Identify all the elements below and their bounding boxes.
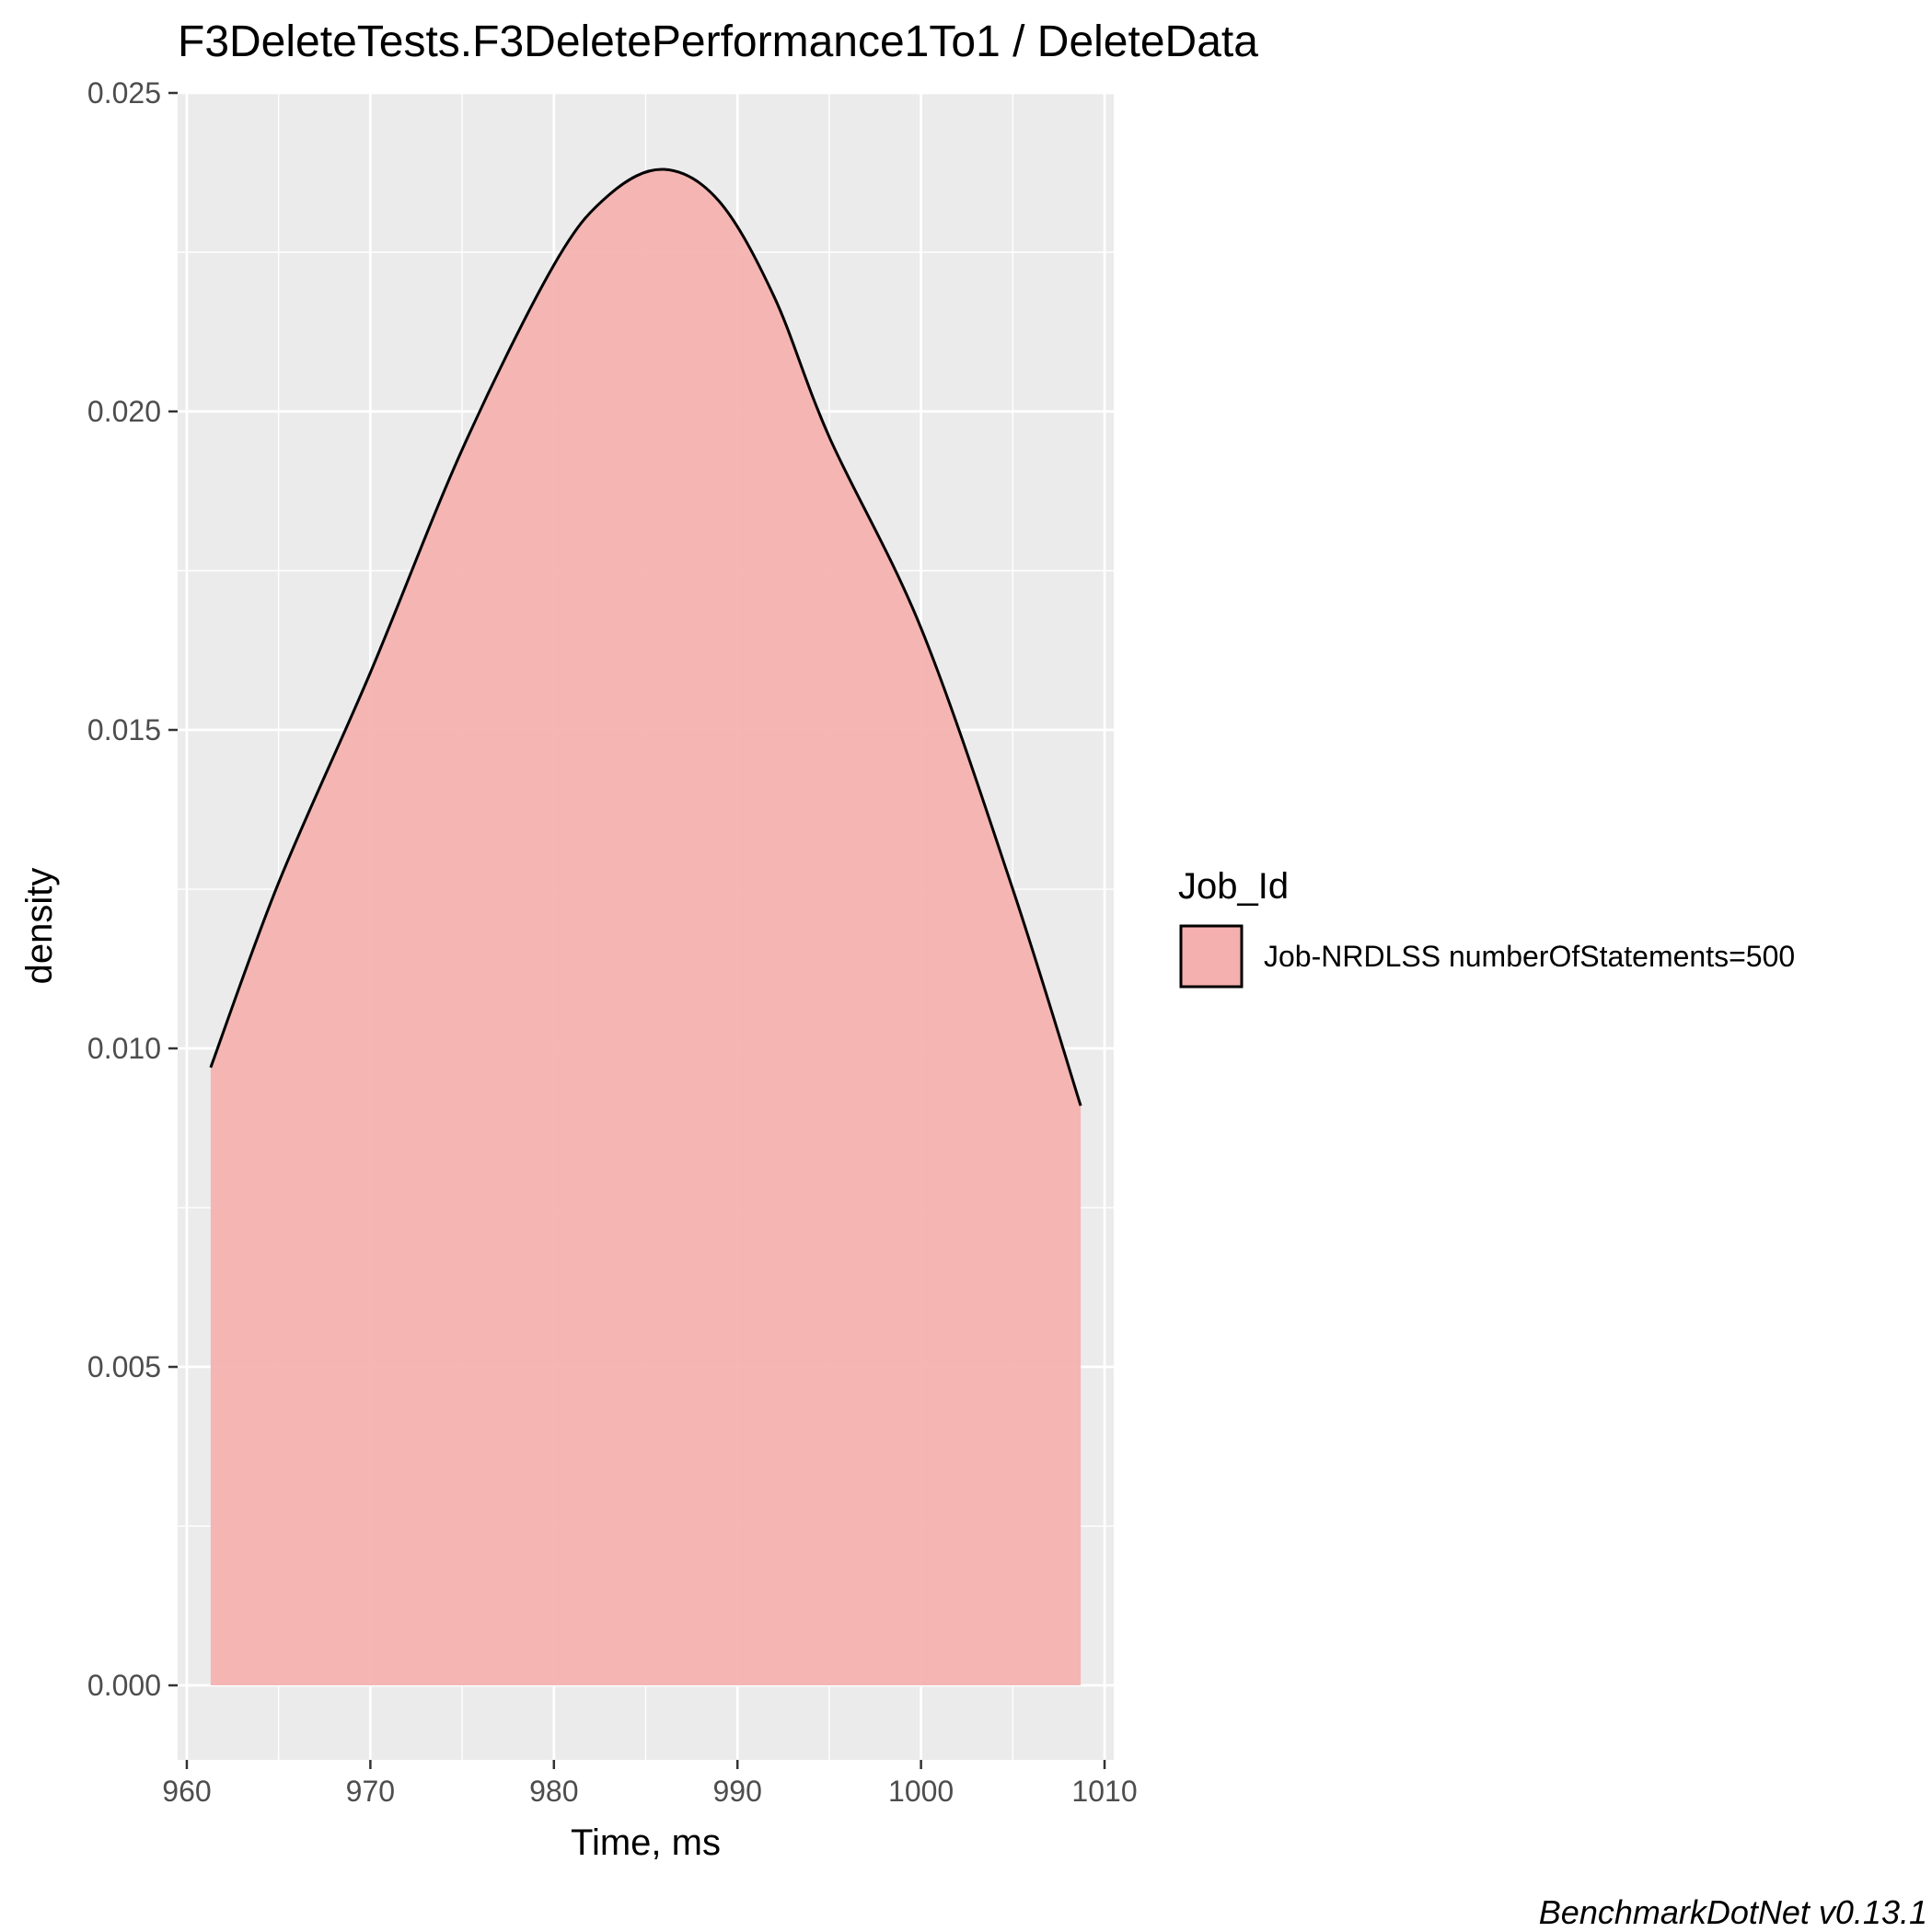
y-tick-label: 0.020 — [87, 395, 161, 428]
caption: BenchmarkDotNet v0.13.1 — [1539, 1893, 1927, 1931]
y-tick-label: 0.015 — [87, 713, 161, 746]
y-axis-title: density — [19, 868, 60, 985]
density-series — [209, 168, 1082, 1686]
density-line — [209, 168, 1082, 1106]
x-tick-label: 970 — [346, 1775, 395, 1808]
x-axis-title: Time, ms — [571, 1822, 721, 1863]
y-tick-label: 0.010 — [87, 1032, 161, 1065]
legend: Job_Id Job-NRDLSS numberOfStatements=500 — [1178, 866, 1795, 989]
x-tick-label: 960 — [162, 1775, 211, 1808]
x-tick-label: 980 — [529, 1775, 578, 1808]
y-tick-label: 0.000 — [87, 1669, 161, 1702]
legend-title: Job_Id — [1178, 866, 1289, 907]
chart-title: F3DeleteTests.F3DeletePerformance1To1 / … — [178, 17, 1258, 66]
x-axis: 960 970 980 990 1000 1010 — [162, 1760, 1138, 1808]
legend-key-swatch — [1179, 924, 1244, 989]
x-tick-label: 990 — [713, 1775, 762, 1808]
y-tick-label: 0.005 — [87, 1350, 161, 1383]
x-tick-label: 1010 — [1071, 1775, 1137, 1808]
y-tick-label: 0.025 — [87, 76, 161, 110]
x-tick-label: 1000 — [888, 1775, 954, 1808]
density-area — [210, 168, 1082, 1686]
y-axis: 0.000 0.005 0.010 0.015 0.020 0.025 — [87, 76, 178, 1702]
legend-label: Job-NRDLSS numberOfStatements=500 — [1264, 940, 1795, 973]
